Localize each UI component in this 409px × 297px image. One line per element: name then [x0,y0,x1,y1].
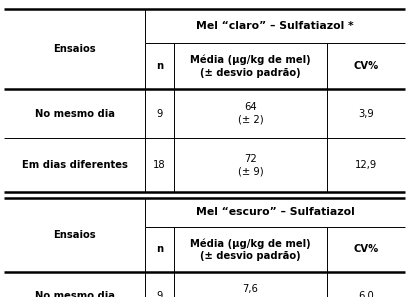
Text: Ensaios: Ensaios [53,44,96,54]
Text: CV%: CV% [353,61,379,71]
Text: 3,9: 3,9 [358,109,374,119]
Text: Mel “escuro” – Sulfatiazol: Mel “escuro” – Sulfatiazol [196,207,355,217]
Text: Mel “claro” – Sulfatiazol *: Mel “claro” – Sulfatiazol * [196,21,354,31]
Text: 9: 9 [156,109,163,119]
Text: n: n [156,244,163,255]
Text: Média (µg/kg de mel)
(± desvio padrão): Média (µg/kg de mel) (± desvio padrão) [190,55,311,78]
Text: Em dias diferentes: Em dias diferentes [22,160,128,170]
Text: 6,0: 6,0 [358,290,374,297]
Text: 7,6
(± 0,4): 7,6 (± 0,4) [233,284,268,297]
Text: 9: 9 [156,290,163,297]
Text: 12,9: 12,9 [355,160,377,170]
Text: 72
(± 9): 72 (± 9) [238,154,263,176]
Text: 64
(± 2): 64 (± 2) [238,102,263,125]
Text: n: n [156,61,163,71]
Text: Ensaios: Ensaios [53,230,96,240]
Text: CV%: CV% [353,244,379,255]
Text: Média (µg/kg de mel)
(± desvio padrão): Média (µg/kg de mel) (± desvio padrão) [190,238,311,261]
Text: No mesmo dia: No mesmo dia [35,290,115,297]
Text: No mesmo dia: No mesmo dia [35,109,115,119]
Text: 18: 18 [153,160,166,170]
